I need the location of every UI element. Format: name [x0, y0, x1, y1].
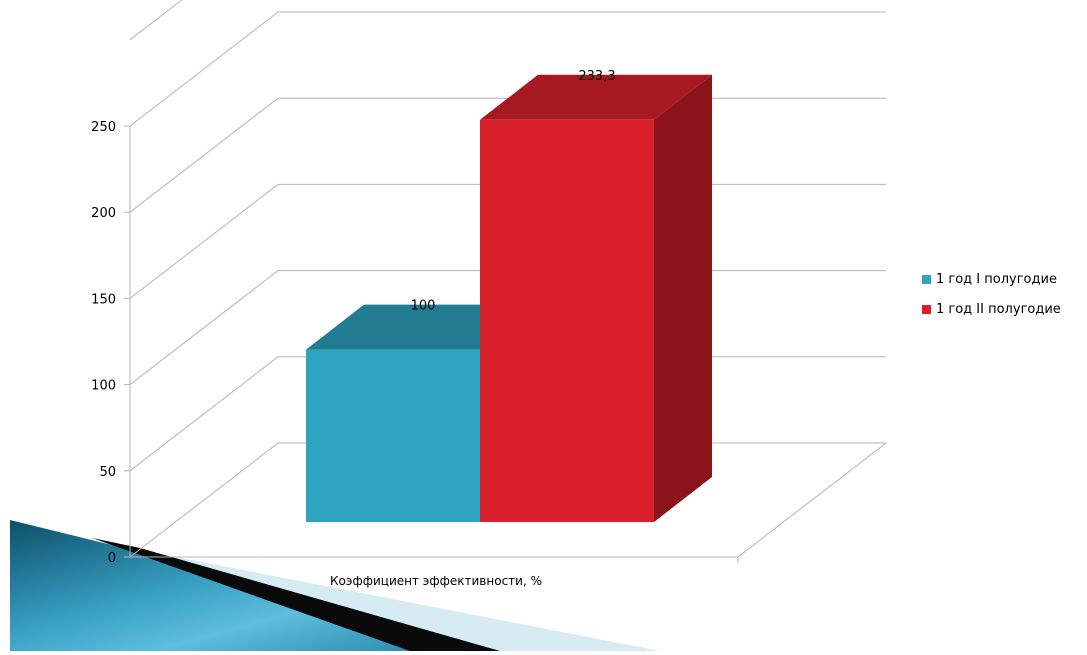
legend-swatch-series-2	[922, 304, 931, 314]
grid-side-line	[129, 270, 279, 385]
bar-data-label: 100	[411, 299, 436, 314]
x-category-label: Коэффициент эффективности, %	[330, 574, 542, 588]
y-tick-label: 250	[91, 120, 116, 135]
bar-group	[306, 74, 712, 522]
floor-right-edge	[737, 442, 887, 558]
y-tick-label: 100	[91, 379, 116, 394]
legend: 1 год I полугодие 1 год II полугодие	[922, 268, 1061, 328]
legend-swatch-series-1	[922, 274, 931, 284]
grid-side-line	[129, 184, 279, 299]
bar-top-face	[480, 74, 712, 120]
bar-series-2	[480, 74, 712, 522]
bar-front-face	[480, 119, 654, 522]
bar-side-face	[654, 74, 712, 522]
y-tick-label: 0	[108, 551, 116, 566]
grid-side-line	[129, 356, 279, 472]
grid-side-line	[129, 0, 183, 41]
y-tick-label: 150	[91, 292, 116, 307]
grid-side-line	[129, 97, 279, 213]
grid-side-line	[129, 11, 279, 127]
y-tick-label: 200	[91, 206, 116, 221]
legend-item-series-1: 1 год I полугодие	[922, 268, 1061, 290]
legend-label-series-2: 1 год II полугодие	[936, 301, 1061, 317]
bar-front-face	[306, 349, 480, 522]
bar-data-label: 233,3	[578, 69, 615, 84]
y-tick-label: 50	[99, 465, 116, 480]
axis-labels: 0 50 100 150 200 250 Коэффициент эффективности…	[91, 69, 615, 588]
legend-label-series-1: 1 год I полугодие	[936, 271, 1057, 287]
grid-side-line	[129, 442, 279, 558]
legend-item-series-2: 1 год II полугодие	[922, 298, 1061, 320]
